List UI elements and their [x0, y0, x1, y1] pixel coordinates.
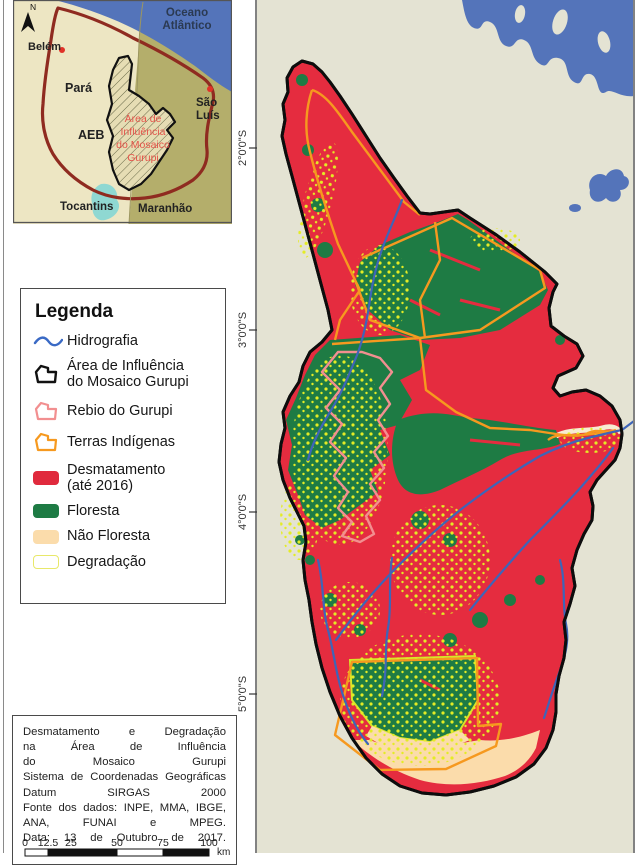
lake-blobs: [589, 169, 629, 202]
scale-tick-label: 100: [200, 837, 218, 849]
north-arrow-label: N: [30, 2, 36, 12]
credits-line: ANA, FUNAI e MPEG.: [23, 816, 226, 829]
ocean-label-line1: Oceano: [166, 7, 208, 19]
credits-line: Desmatamento e Degradação: [23, 726, 226, 738]
legend-item-floresta: Floresta: [33, 503, 217, 519]
para-label: Pará: [65, 81, 92, 95]
legend-item-degradacao: Degradação: [33, 554, 217, 570]
legend-label: Hidrografia: [67, 333, 138, 349]
scale-tick-label: 0: [22, 837, 28, 849]
scale-tick-label: 50: [111, 837, 123, 849]
north-arrow-icon: N: [21, 2, 36, 32]
scale-tick-label: 75: [157, 837, 169, 849]
deforestation-swatch: [33, 470, 67, 485]
credits-line: Fonte dos dados: INPE, MMA, IBGE,: [23, 801, 226, 814]
coastal-water: [462, 0, 633, 212]
sao-luis-city-dot: [207, 86, 213, 92]
legend-title: Legenda: [35, 301, 114, 322]
inset-area-label-line2: Influência: [121, 126, 166, 138]
legend-label: Área de Influência do Mosaico Gurupi: [67, 358, 189, 391]
legend-item-hidrografia: Hidrografia: [33, 333, 217, 349]
figure-left-border: [3, 0, 4, 853]
indigenous-lands-boundaries: [305, 88, 619, 772]
credits-line: na Área de Influência: [23, 741, 226, 754]
legend-item-rebio: Rebio do Gurupi: [33, 400, 217, 422]
map-credits-box: Desmatamento e Degradação na Área de Inf…: [12, 715, 237, 865]
belem-city-dot: [59, 47, 65, 53]
legend-label: Não Floresta: [67, 528, 151, 545]
scale-tick-label: 25: [65, 837, 77, 849]
inset-locator-map: N Oceano Atlântico Belém Pará AEB São Lu…: [13, 0, 232, 224]
credits-line: Datum SIRGAS 2000: [23, 786, 226, 799]
map-content: [257, 0, 633, 853]
inset-aeb-boundary: [40, 6, 216, 201]
legend-box: Legenda Hidrografia Área de Influência d…: [20, 288, 226, 604]
legend-label: Terras Indígenas: [67, 433, 176, 450]
legend-item-nao-floresta: Não Floresta: [33, 528, 217, 544]
belem-label: Belém: [28, 41, 61, 53]
legend-label: Degradação: [67, 553, 146, 570]
credits-line: Data: 13 de Outubro de 2017.: [23, 831, 226, 844]
hydrography-line-icon: [33, 334, 67, 348]
inset-frame: [13, 0, 232, 224]
legend-item-desmatamento: Desmatamento (até 2016): [33, 462, 217, 494]
inset-area-label-line1: Área de: [125, 112, 162, 125]
maranhao-label: Maranhão: [138, 203, 192, 215]
sao-luis-label-line2: Luís: [196, 110, 220, 122]
lat-label-3s: 3°0'0"S: [237, 312, 249, 348]
indigenous-lands-outline-icon: [33, 431, 67, 453]
influence-area-outline-icon: [33, 363, 67, 385]
degradation-swatch: [33, 554, 67, 569]
rivers: [306, 198, 633, 746]
inset-ocean: [55, 0, 232, 92]
latitude-labels: 2°0'0"S 3°0'0"S 4°0'0"S 5°0'0"S: [237, 130, 249, 712]
lat-label-5s: 5°0'0"S: [237, 676, 249, 712]
inset-area-label: Área de Influência do Mosaico Gurupi: [116, 112, 170, 164]
inset-influence-area-polygon: [105, 54, 177, 192]
scale-tick-label: 12.5: [38, 837, 59, 849]
legend-label: Desmatamento (até 2016): [67, 461, 166, 494]
legend-label: Floresta: [67, 503, 120, 520]
inset-area-label-line3: do Mosaico: [116, 139, 170, 151]
latitude-axis: [249, 147, 257, 695]
legend-label: Rebio do Gurupi: [67, 402, 173, 419]
rebio-boundary: [320, 350, 394, 544]
tocantins-label: Tocantins: [60, 201, 113, 213]
credits-line: Sistema de Coordenadas Geográficas: [23, 771, 226, 784]
legend-item-area-influencia: Área de Influência do Mosaico Gurupi: [33, 358, 217, 390]
non-forest-swatch: [33, 529, 67, 544]
ocean-label-line2: Atlântico: [162, 20, 211, 32]
lat-label-2s: 2°0'0"S: [237, 130, 249, 166]
scale-bar: 0 12.5 25 50 75 100 km: [22, 837, 230, 858]
credits-line: do Mosaico Gurupi: [23, 756, 226, 769]
inset-area-label-line4: Gurupi: [127, 152, 159, 164]
forest-swatch: [33, 504, 67, 519]
rebio-outline-icon: [33, 400, 67, 422]
inset-labels: Oceano Atlântico Belém Pará AEB São Luís…: [28, 7, 220, 215]
lat-label-4s: 4°0'0"S: [237, 494, 249, 530]
aeb-label: AEB: [78, 128, 104, 142]
sao-luis-label-line1: São: [196, 97, 217, 109]
degradation-speckles: [280, 141, 620, 766]
map-frame: [255, 0, 635, 853]
legend-item-terras-indigenas: Terras Indígenas: [33, 431, 217, 453]
influence-area-outline: [277, 59, 624, 797]
scale-bar-labels: 0 12.5 25 50 75 100: [22, 837, 218, 849]
